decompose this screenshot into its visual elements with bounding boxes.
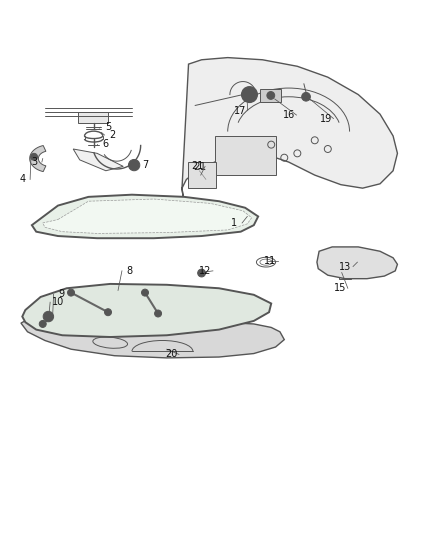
Circle shape <box>155 310 162 317</box>
Text: 16: 16 <box>283 110 295 120</box>
Text: 11: 11 <box>264 256 276 266</box>
FancyBboxPatch shape <box>339 272 351 279</box>
Text: 21: 21 <box>191 161 203 172</box>
Text: 3: 3 <box>31 157 37 167</box>
Text: 9: 9 <box>58 289 64 300</box>
Text: 10: 10 <box>52 297 64 307</box>
Text: 6: 6 <box>102 139 108 149</box>
Circle shape <box>128 159 140 171</box>
Text: 17: 17 <box>234 106 246 116</box>
Polygon shape <box>22 284 271 337</box>
Circle shape <box>267 92 275 99</box>
Polygon shape <box>182 58 397 214</box>
Text: 8: 8 <box>127 266 133 276</box>
Text: 21: 21 <box>193 162 206 172</box>
Polygon shape <box>32 195 258 238</box>
Circle shape <box>242 87 257 102</box>
FancyBboxPatch shape <box>78 112 108 123</box>
Text: 2: 2 <box>109 130 116 140</box>
Text: 1: 1 <box>231 218 237 228</box>
Polygon shape <box>317 247 397 279</box>
FancyBboxPatch shape <box>215 136 276 175</box>
Polygon shape <box>73 149 123 171</box>
Circle shape <box>31 154 38 160</box>
Text: 15: 15 <box>334 283 346 293</box>
Circle shape <box>198 269 205 277</box>
Circle shape <box>245 90 254 99</box>
Circle shape <box>67 289 74 296</box>
Circle shape <box>141 289 148 296</box>
Polygon shape <box>43 199 252 233</box>
Text: 19: 19 <box>319 114 332 124</box>
Circle shape <box>39 320 46 327</box>
Circle shape <box>105 309 112 316</box>
Circle shape <box>302 92 311 101</box>
Text: 12: 12 <box>199 266 211 276</box>
FancyBboxPatch shape <box>187 162 216 188</box>
Polygon shape <box>30 146 46 172</box>
Circle shape <box>43 311 53 322</box>
Text: 5: 5 <box>105 122 111 132</box>
FancyBboxPatch shape <box>331 263 346 273</box>
Polygon shape <box>21 320 284 358</box>
Text: 4: 4 <box>19 174 25 184</box>
Text: 13: 13 <box>339 262 351 271</box>
Text: 20: 20 <box>165 350 177 359</box>
FancyBboxPatch shape <box>260 89 281 102</box>
Text: 7: 7 <box>142 160 148 170</box>
